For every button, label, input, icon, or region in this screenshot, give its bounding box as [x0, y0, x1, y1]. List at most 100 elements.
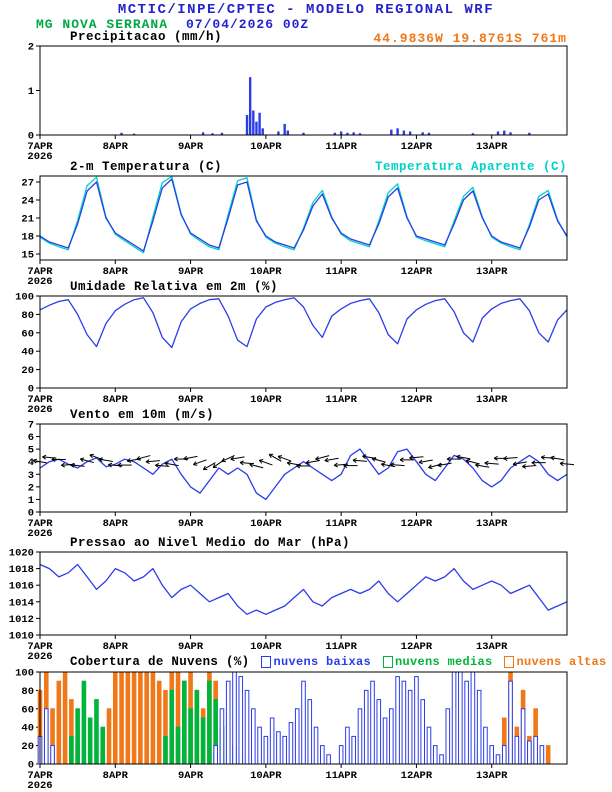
y-tick-label: 0	[28, 131, 34, 143]
cloud-bar	[345, 726, 350, 765]
wind-barb-head	[315, 456, 319, 460]
wind-barb-head	[409, 455, 414, 459]
x-tick-label: 8APR	[103, 641, 129, 653]
cloud-bar	[125, 671, 131, 765]
cloud-bar	[225, 680, 231, 765]
wind-barb-head	[428, 467, 433, 470]
wind-barb	[503, 456, 518, 460]
plot-box	[39, 671, 568, 765]
cloud-bar	[476, 689, 482, 765]
wind-barb	[221, 454, 235, 462]
wind-barb	[428, 463, 443, 469]
wind-barb	[324, 457, 339, 462]
y-tick-label: 0	[28, 760, 34, 772]
wind-barb-head	[418, 461, 423, 465]
cloud-bar	[188, 708, 193, 765]
precip-bar	[261, 128, 264, 135]
low-clouds-swatch-icon	[261, 656, 272, 668]
wind-barb	[352, 459, 367, 462]
cloud-bar	[288, 722, 294, 765]
cloud-panel-header: Cobertura de Nuvens (%) nuvens baixas nu…	[70, 655, 606, 669]
wind-barb-head	[286, 462, 291, 466]
y-tick-label: 24	[21, 196, 34, 208]
cloud-bar	[94, 699, 99, 765]
cloud-bar	[357, 708, 363, 765]
wind-barb-head	[183, 455, 188, 460]
y-tick-label: 40	[21, 723, 34, 735]
wind-barb-head	[296, 465, 301, 469]
panel-title-precipitation: Precipitacao (mm/h)	[70, 30, 223, 44]
cloud-bar	[414, 676, 419, 765]
wind-barb	[277, 455, 292, 462]
y-tick-label: 5	[28, 445, 34, 457]
wind-barb-head	[60, 462, 65, 466]
wind-barb-head	[333, 462, 338, 466]
high-clouds-swatch-icon	[504, 656, 515, 668]
cloud-bar	[320, 745, 325, 765]
x-tick-label: 7APR	[27, 266, 53, 278]
cloud-bar	[307, 699, 313, 765]
y-tick-label: 60	[21, 704, 34, 716]
wind-barb-head	[522, 464, 526, 468]
wind-barb	[145, 460, 160, 463]
x-tick-label: 10APR	[250, 770, 282, 782]
x-year-label: 2026	[27, 651, 52, 663]
wind-barb	[522, 464, 537, 468]
cloud-bar	[119, 671, 124, 765]
x-tick-label: 13APR	[476, 770, 508, 782]
precip-bar	[248, 77, 252, 135]
wind-barb-head	[145, 461, 150, 464]
wind-barb-head	[503, 455, 508, 460]
cloud-bar	[458, 671, 463, 765]
cloud-bar	[43, 708, 49, 765]
x-tick-label: 7APR	[27, 641, 53, 653]
precip-bar	[421, 132, 424, 135]
cloud-bar	[276, 731, 281, 765]
cloud-bar	[363, 689, 369, 765]
cloud-bar	[112, 671, 118, 765]
cloud-bar	[87, 717, 93, 765]
x-tick-label: 13APR	[476, 518, 508, 530]
x-tick-label: 13APR	[476, 641, 508, 653]
x-tick-label: 8APR	[103, 770, 129, 782]
wind-barb-head	[127, 460, 132, 463]
cloud-bar	[451, 671, 457, 765]
cloud-bar	[533, 735, 538, 765]
cloud-bar	[527, 740, 532, 765]
precip-bar	[333, 132, 337, 135]
precip-bar	[509, 132, 512, 135]
precip-bar	[471, 133, 475, 135]
y-tick-label: 100	[15, 292, 34, 304]
x-year-label: 2026	[27, 151, 52, 163]
cloud-bar	[426, 726, 432, 765]
wind-barb-head	[42, 454, 47, 458]
precip-bar	[286, 130, 290, 135]
cloud-bar	[257, 726, 262, 765]
legend-high-clouds: nuvens altas	[504, 655, 606, 669]
wind-barb-head	[89, 453, 94, 456]
cloud-bar	[545, 745, 551, 765]
x-tick-label: 12APR	[401, 266, 433, 278]
wind-barb-head	[70, 464, 75, 468]
wind-barb-head	[371, 456, 377, 459]
cloud-bar	[351, 735, 356, 765]
x-tick-label: 9APR	[178, 770, 204, 782]
cloud-bar	[219, 708, 225, 765]
wind-barb-head	[333, 464, 339, 468]
wind-barb	[456, 455, 471, 460]
wind-barb-head	[79, 458, 84, 463]
x-tick-label: 12APR	[401, 518, 433, 530]
x-tick-label: 7APR	[27, 518, 53, 530]
wind-barb-head	[296, 463, 301, 467]
precip-bar	[220, 132, 224, 135]
cloud-bar	[313, 726, 319, 765]
wind-barb	[315, 455, 330, 460]
panel-title-temperature: 2-m Temperatura (C)	[70, 160, 223, 174]
precip-bar	[358, 133, 362, 135]
x-tick-label: 7APR	[27, 141, 53, 153]
wind-barb-head	[89, 454, 93, 459]
x-tick-label: 8APR	[103, 266, 129, 278]
